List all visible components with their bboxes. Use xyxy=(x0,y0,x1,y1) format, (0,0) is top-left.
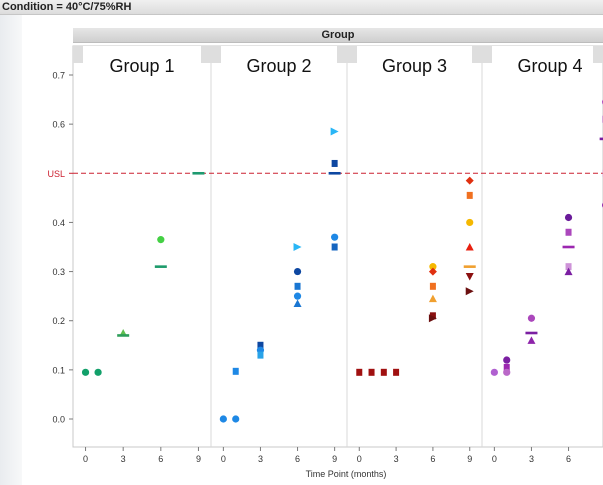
data-point xyxy=(503,363,510,371)
x-tick-label: 3 xyxy=(394,454,399,464)
x-tick-label: 9 xyxy=(332,454,337,464)
x-tick-label: 0 xyxy=(83,454,88,464)
data-point xyxy=(564,213,573,222)
data-point xyxy=(564,267,573,276)
data-point xyxy=(527,336,536,344)
panel-labels: Group 1 Group 2 Group 3 Group 4 xyxy=(73,46,603,76)
usl-label: USL xyxy=(47,169,65,179)
data-point xyxy=(465,243,474,251)
panel-tab-box xyxy=(492,46,593,65)
data-point xyxy=(463,265,476,268)
data-point xyxy=(356,368,363,376)
data-point xyxy=(393,368,400,376)
data-points xyxy=(81,99,603,423)
data-point xyxy=(293,243,302,251)
data-point xyxy=(331,233,339,241)
data-point xyxy=(565,228,572,236)
y-tick-label: 0.6 xyxy=(52,120,65,130)
x-tick-label: 6 xyxy=(158,454,163,464)
data-point xyxy=(466,191,473,199)
x-tick-label: 3 xyxy=(121,454,126,464)
data-point xyxy=(232,415,240,423)
data-point xyxy=(428,314,437,323)
data-point xyxy=(466,218,474,227)
data-point xyxy=(331,243,338,251)
x-tick-label: 6 xyxy=(295,454,300,464)
data-point xyxy=(429,312,436,320)
data-point xyxy=(503,356,511,364)
x-tick-label: 6 xyxy=(566,454,571,464)
data-point xyxy=(465,272,474,281)
data-point xyxy=(328,171,341,175)
y-tick-label: 0.4 xyxy=(52,218,65,228)
x-tick-label: 3 xyxy=(258,454,263,464)
data-point xyxy=(380,368,387,376)
data-point xyxy=(331,159,338,167)
panel-label: Group 1 xyxy=(109,56,174,76)
data-point xyxy=(232,367,239,375)
data-point xyxy=(117,334,130,337)
data-point xyxy=(429,282,436,290)
data-point xyxy=(157,236,165,244)
panel-label: Group 4 xyxy=(517,56,582,76)
panel-label: Group 3 xyxy=(382,56,447,76)
x-tick-label: 0 xyxy=(492,454,497,464)
data-point xyxy=(429,263,437,271)
x-tick-label: 9 xyxy=(196,454,201,464)
data-point xyxy=(465,176,474,185)
data-point xyxy=(599,137,603,141)
data-point xyxy=(257,351,264,359)
data-point xyxy=(257,341,264,349)
x-tick-label: 9 xyxy=(467,454,472,464)
left-margin-shade xyxy=(0,15,22,485)
data-point xyxy=(565,263,572,271)
y-tick-label: 0.1 xyxy=(52,365,65,375)
panel-tab-box xyxy=(83,46,201,65)
y-tick-label: 0.2 xyxy=(52,316,65,326)
data-point xyxy=(154,265,167,268)
data-point xyxy=(192,171,205,175)
y-tick-label: 0.7 xyxy=(52,71,65,81)
group-header: Group xyxy=(73,28,603,43)
x-tick-label: 0 xyxy=(221,454,226,464)
data-point xyxy=(525,331,538,335)
x-tick-label: 0 xyxy=(357,454,362,464)
y-tick-label: 0.3 xyxy=(52,267,65,277)
data-point xyxy=(465,287,474,296)
data-point xyxy=(293,299,302,308)
x-tick-label: 6 xyxy=(430,454,435,464)
data-point xyxy=(527,314,536,322)
data-point xyxy=(368,368,375,376)
data-point xyxy=(219,415,227,423)
data-point xyxy=(428,294,437,303)
plot-area xyxy=(72,45,603,448)
data-point xyxy=(81,368,90,376)
data-point xyxy=(562,245,575,249)
panel-tab-box xyxy=(221,46,337,65)
data-point xyxy=(330,127,339,136)
data-point xyxy=(94,368,102,376)
x-axis-title: Time Point (months) xyxy=(306,469,387,479)
panel-tab-box xyxy=(357,46,472,65)
data-point xyxy=(294,282,301,290)
data-point xyxy=(428,267,437,276)
panel-label: Group 2 xyxy=(246,56,311,76)
data-point xyxy=(503,368,511,376)
condition-title-bar: Condition = 40°C/75%RH xyxy=(0,0,603,15)
x-tick-label: 3 xyxy=(529,454,534,464)
data-point xyxy=(293,292,302,300)
y-tick-label: 0.0 xyxy=(52,415,65,425)
data-point xyxy=(490,368,498,376)
data-point xyxy=(293,267,302,276)
